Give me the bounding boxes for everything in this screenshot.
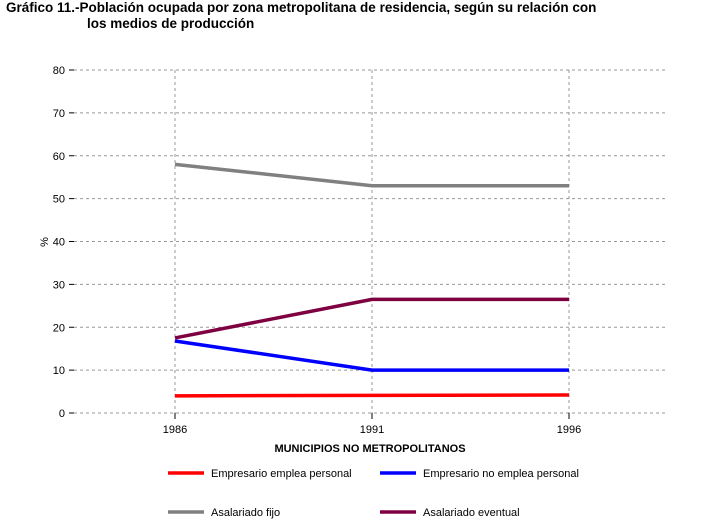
y-tick-label: 20 [53, 322, 65, 334]
y-tick-label: 60 [53, 151, 65, 163]
x-tick-label: 1991 [360, 424, 384, 436]
y-axis-ticks: 0 10 20 30 40 50 60 70 80 [53, 65, 74, 420]
y-tick-label: 0 [59, 408, 65, 420]
y-tick-label: 10 [53, 365, 65, 377]
legend-item: Asalariado fijo [168, 507, 280, 519]
series-line-3 [174, 162, 569, 188]
y-tick-label: 50 [53, 194, 65, 206]
x-tick-label: 1986 [163, 424, 187, 436]
legend-label: Asalariado fijo [211, 507, 280, 519]
legend-item: Empresario emplea personal [168, 468, 352, 480]
y-tick-label: 40 [53, 237, 65, 249]
series-line-4 [174, 297, 569, 340]
legend-item: Empresario no emplea personal [380, 468, 579, 480]
grid-lines [74, 69, 667, 414]
series-lines [174, 162, 570, 398]
y-tick-label: 30 [53, 279, 65, 291]
y-axis-label: % [39, 237, 51, 247]
legend: Empresario emplea personal Empresario no … [168, 468, 579, 519]
series-line-1 [174, 393, 570, 398]
chart-title: Gráfico 11.-Población ocupada por zona m… [6, 0, 696, 32]
legend-item: Asalariado eventual [380, 507, 520, 519]
legend-label: Asalariado eventual [423, 507, 520, 519]
chart-title-line1: Gráfico 11.-Población ocupada por zona m… [6, 0, 597, 15]
series-line-2 [174, 339, 569, 372]
y-tick-label: 70 [53, 108, 65, 120]
legend-label: Empresario no emplea personal [423, 468, 579, 480]
chart-title-line2: los medios de producción [87, 16, 255, 31]
x-axis-ticks: 1986 1991 1996 [163, 413, 581, 436]
legend-label: Empresario emplea personal [211, 468, 352, 480]
x-axis-label: MUNICIPIOS NO METROPOLITANOS [274, 443, 465, 455]
y-tick-label: 80 [53, 65, 65, 77]
x-tick-label: 1996 [557, 424, 581, 436]
